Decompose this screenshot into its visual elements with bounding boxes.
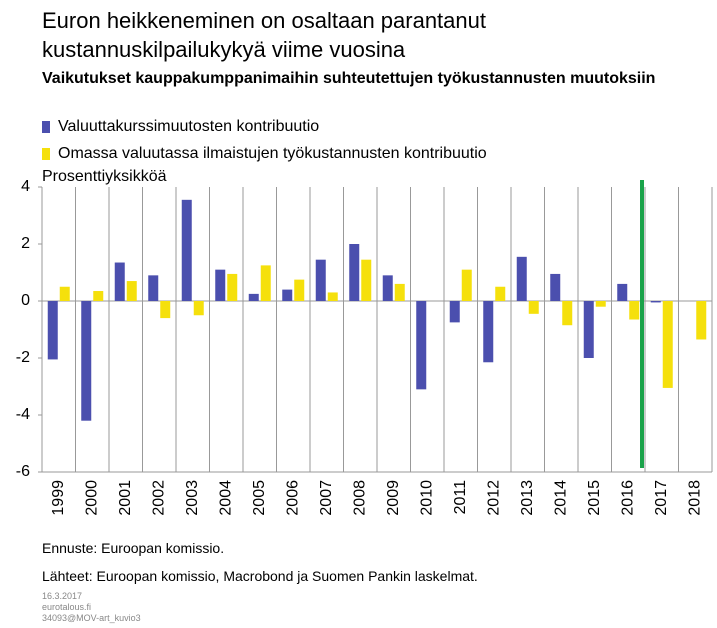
x-tick-label: 2010 [418,480,435,516]
x-tick-label: 2009 [385,480,402,516]
bar [595,301,606,307]
bar [394,283,405,301]
y-tick-label: 0 [21,292,30,309]
bar [528,301,539,314]
x-tick-label: 2001 [117,480,134,516]
bar [361,259,372,301]
y-axis-label: Prosenttiyksikköä [42,168,167,185]
bar [617,283,628,301]
x-tick-label: 2013 [519,480,536,516]
y-tick-label: -2 [16,349,30,366]
bar [148,275,159,301]
bar [181,199,192,301]
footer: 16.3.2017 [42,591,83,601]
y-tick-label: 4 [21,178,30,195]
bar [81,301,92,421]
x-tick-label: 2014 [552,480,569,516]
x-tick-label: 2005 [251,480,268,516]
bar [349,244,360,301]
x-tick-label: 2002 [150,480,167,516]
bar [93,291,104,301]
x-tick-label: 2004 [217,480,234,516]
bar [160,301,171,319]
x-tick-label: 2016 [619,480,636,516]
legend-item: Valuuttakurssimuutosten kontribuutio [42,118,319,136]
legend-label: Omassa valuutassa ilmaistujen työkustann… [58,145,487,162]
x-tick-label: 2007 [318,480,335,516]
bar [382,275,393,301]
chart-subtitle: Vaikutukset kauppakumppanimaihin suhteut… [42,70,656,87]
bar [461,269,472,301]
source: Lähteet: Euroopan komissio, Macrobond ja… [42,568,478,584]
y-tick-label: -6 [16,463,30,480]
bar [294,279,305,301]
bar [282,289,293,301]
bar [696,301,707,340]
y-tick-label: 2 [21,235,30,252]
bar [327,292,338,301]
x-tick-label: 2003 [184,480,201,516]
x-tick-label: 2017 [653,480,670,516]
bar [483,301,494,363]
bar [449,301,460,323]
bar [629,301,640,320]
legend-swatch [42,121,50,133]
footer: 34093@MOV-art_kuvio3 [42,613,141,623]
x-tick-label: 2008 [351,480,368,516]
bar [315,259,326,301]
bar [416,301,427,390]
legend-item: Omassa valuutassa ilmaistujen työkustann… [42,145,487,163]
bar [193,301,204,316]
x-tick-label: 2011 [452,480,469,515]
x-tick-label: 2006 [284,480,301,516]
legend-label: Valuuttakurssimuutosten kontribuutio [58,118,320,135]
note: Ennuste: Euroopan komissio. [42,540,225,556]
bar [495,286,506,301]
bar [248,293,259,301]
bar [260,265,271,301]
footer: eurotalous.fi [42,602,92,612]
bar [59,286,70,301]
x-tick-label: 1999 [50,480,67,516]
bar [562,301,573,326]
bar [114,262,125,301]
x-tick-label: 2018 [686,480,703,516]
x-tick-label: 2015 [586,480,603,516]
y-tick-label: -4 [16,406,30,423]
bar [583,301,594,358]
bar [550,273,561,301]
chart-title: Euron heikkeneminen on osaltaan parantan… [42,8,486,62]
bar [650,301,661,303]
bar [215,269,226,301]
bar [47,301,58,360]
bar [126,281,137,301]
x-tick-label: 2012 [485,480,502,516]
bar [227,273,238,301]
x-tick-label: 2000 [83,480,100,516]
legend-swatch [42,148,50,160]
bar [516,256,527,301]
bar [662,301,673,388]
